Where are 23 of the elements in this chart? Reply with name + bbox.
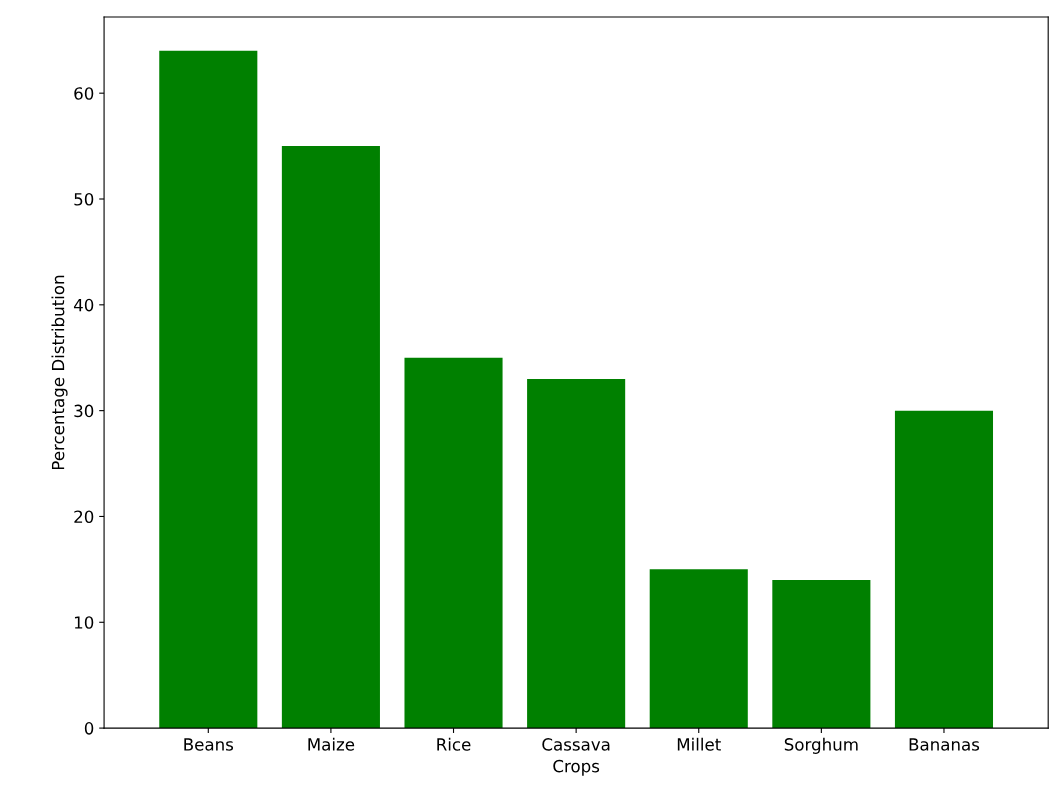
bar — [159, 50, 258, 729]
bar — [404, 357, 503, 729]
x-tick-label: Millet — [677, 737, 721, 751]
bar — [649, 569, 748, 729]
x-tick-label: Maize — [308, 737, 355, 751]
x-tick-label: Bananas — [909, 738, 980, 751]
y-tick-label: 10 — [74, 616, 94, 629]
x-axis-title: Crops — [553, 759, 600, 776]
y-axis-title: Percentage Distribution — [51, 275, 68, 470]
y-tick-label: 0 — [84, 722, 94, 735]
bar — [527, 378, 626, 729]
y-tick-label: 60 — [74, 87, 94, 100]
y-tick-label: 20 — [74, 510, 94, 524]
x-tick-label: Rice — [437, 737, 471, 751]
x-tick-label: Sorghum — [784, 737, 858, 754]
x-tick-label: Beans — [184, 738, 234, 751]
y-tick-label: 30 — [74, 404, 94, 418]
bar — [894, 410, 994, 729]
y-tick-label: 40 — [73, 298, 94, 312]
y-tick-label: 50 — [74, 192, 94, 206]
x-tick-label: Cassava — [542, 738, 610, 751]
bar — [772, 579, 871, 729]
bar — [281, 146, 380, 729]
